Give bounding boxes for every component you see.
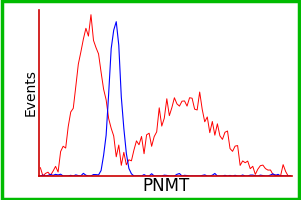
- Y-axis label: Events: Events: [24, 70, 38, 116]
- X-axis label: PNMT: PNMT: [142, 177, 189, 195]
